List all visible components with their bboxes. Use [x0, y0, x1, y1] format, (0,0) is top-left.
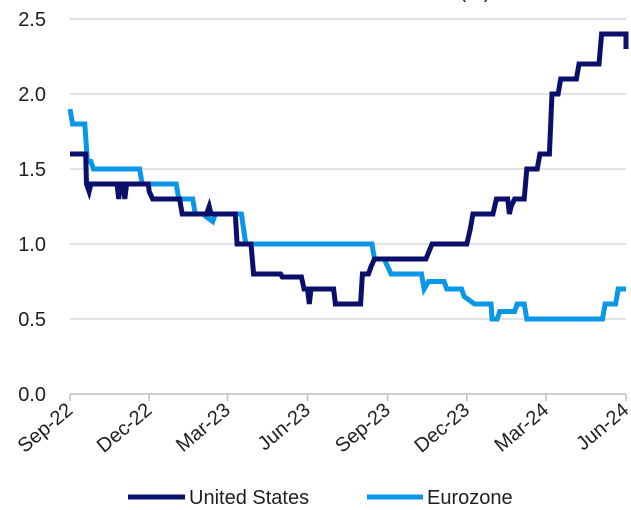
- chart-title: (%): [459, 0, 490, 3]
- legend-label-eurozone: Eurozone: [427, 487, 513, 509]
- x-axis-ticks: Sep-22 Dec-22 Mar-23 Jun-23 Sep-23 Dec-23 Mar-…: [14, 399, 631, 457]
- x-tick-label: Sep-23: [331, 399, 395, 457]
- y-tick-label: 1.5: [18, 159, 46, 181]
- x-tick-label: Dec-23: [410, 399, 474, 457]
- gridlines: [70, 18, 626, 320]
- x-tick-label: Mar-24: [490, 399, 553, 457]
- legend-label-united-states: United States: [189, 487, 309, 509]
- x-tick-label: Sep-22: [14, 399, 78, 457]
- x-axis: [69, 393, 627, 401]
- series-line-united-states: [70, 31, 629, 307]
- series-line-eurozone: [67, 108, 626, 322]
- x-tick-label: Mar-23: [172, 399, 235, 457]
- y-tick-label: 1.0: [18, 234, 46, 256]
- y-axis-ticks: 0.0 0.5 1.0 1.5 2.0 2.5: [18, 9, 46, 406]
- y-tick-label: 2.0: [18, 84, 46, 106]
- legend: United States Eurozone: [128, 487, 513, 509]
- y-tick-label: 0.5: [18, 309, 46, 331]
- x-tick-label: Dec-22: [93, 399, 157, 457]
- y-tick-label: 2.5: [18, 9, 46, 31]
- y-tick-label: 0.0: [18, 384, 46, 406]
- series-lines: [67, 31, 629, 322]
- x-tick-label: Jun-23: [254, 399, 315, 455]
- x-tick-label: Jun-24: [572, 399, 631, 455]
